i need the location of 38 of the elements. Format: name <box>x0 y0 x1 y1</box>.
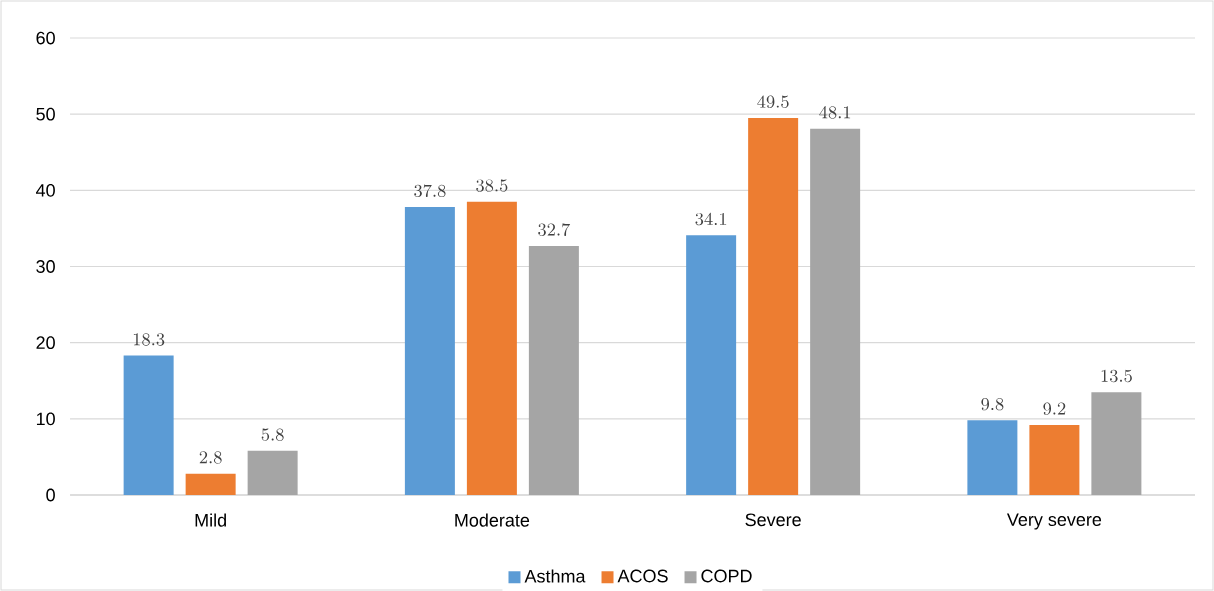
y-tick-label: 0 <box>46 488 55 502</box>
bar <box>967 420 1018 495</box>
y-tick-label: 30 <box>36 260 55 273</box>
data-label: 48. 1 <box>819 106 851 119</box>
y-tick-label: 10 <box>36 412 55 426</box>
data-label: 9.8 <box>981 397 1004 411</box>
bar <box>247 450 298 495</box>
x-tick-label: Very severe <box>1006 513 1102 530</box>
data-label: 2.8 <box>199 451 222 464</box>
y-tick-label: 40 <box>36 183 55 197</box>
legend-label: COPD <box>701 569 752 583</box>
y-tick-label: 50 <box>36 107 55 121</box>
bar <box>1091 392 1142 495</box>
y-tick-label: 20 <box>36 336 55 350</box>
bar <box>528 245 579 495</box>
data-label: 9.2 <box>1043 402 1066 415</box>
bar <box>404 207 455 495</box>
x-tick-label: Moderate <box>455 513 530 527</box>
bar <box>810 128 861 495</box>
data-label: 38.5 <box>476 179 508 192</box>
data-label: 13.5 <box>1101 369 1132 383</box>
y-tick-label: 60 <box>36 31 55 45</box>
data-label: 34. 1 <box>695 212 727 226</box>
data-label: 37.8 <box>414 184 446 198</box>
bar <box>1029 424 1080 495</box>
bar <box>466 201 517 495</box>
bar <box>748 117 799 495</box>
x-tick-label: Severe <box>745 513 801 527</box>
bar <box>185 473 236 495</box>
data-label: 5.8 <box>261 428 284 441</box>
bar <box>686 235 737 495</box>
bar <box>123 355 174 495</box>
data-label: 49.5 <box>757 95 789 108</box>
legend-label: Asthma <box>524 569 586 583</box>
legend-label: ACOS <box>617 569 668 583</box>
data-label: 18.3 <box>133 333 165 346</box>
data-label: 32.7 <box>538 223 571 236</box>
x-tick-label: Mild <box>195 513 226 527</box>
